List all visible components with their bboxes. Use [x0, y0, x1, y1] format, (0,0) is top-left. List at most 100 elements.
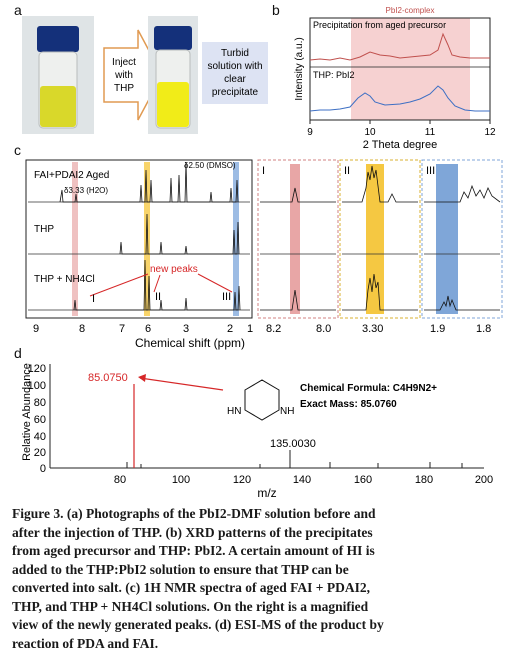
band-I — [72, 162, 78, 316]
trace-label-1: FAI+PDAI2 Aged — [34, 170, 109, 181]
nmr-xtick-8: 8 — [79, 323, 85, 335]
result-text-1: Turbid — [221, 48, 249, 59]
band-II — [144, 162, 150, 316]
ms-ytick-60: 60 — [34, 414, 46, 426]
top-trace-label: Precipitation from aged precursor — [313, 20, 446, 30]
ms-ytick-120: 120 — [28, 363, 46, 375]
nmr-xtick-2: 2 — [227, 323, 233, 335]
ms-ytick-80: 80 — [34, 397, 46, 409]
result-text-4: precipitate — [212, 87, 259, 98]
roman-I: I — [92, 293, 95, 305]
mass-label: Exact Mass: 85.0760 — [300, 399, 397, 410]
panel-a-graphic: Inject with THP Turbid solution with cle… — [22, 16, 268, 134]
zoom-trace-II-1 — [342, 165, 418, 203]
zoom-roman-II: II — [344, 165, 350, 177]
zoom-trace-III-3 — [424, 295, 500, 311]
ms-peak-second-label: 135.0030 — [270, 438, 316, 450]
new-peaks-label: new peaks — [150, 264, 198, 275]
ms-ytick-0: 0 — [40, 463, 46, 475]
ms-ytick-40: 40 — [34, 431, 46, 443]
ms-label-arrow — [139, 377, 224, 391]
ann-h2o: δ3.33 (H2O) — [64, 186, 108, 195]
xtick-label-9: 9 — [307, 127, 313, 138]
band-III — [233, 162, 239, 316]
zoom-roman-III: III — [426, 165, 435, 177]
new-peaks-arrow-2 — [153, 274, 161, 293]
pbi2-complex-region — [351, 18, 470, 120]
top-trace — [309, 32, 490, 61]
vial-cap-after — [154, 26, 192, 50]
caption-line-4: added to the THP:PbI2 solution to ensure… — [12, 561, 349, 577]
nmr-xtick-9: 9 — [33, 323, 39, 335]
arrow-text-2: with — [114, 70, 133, 81]
panel-a-label: a — [14, 2, 22, 18]
zoom-tick-III-2: 1.8 — [476, 323, 491, 335]
zoom-tick-II: 3.30 — [362, 323, 383, 335]
molecule-structure — [244, 379, 280, 421]
xrd-xlabel: 2 Theta degree — [363, 139, 437, 150]
trace-3 — [73, 259, 241, 311]
trace-label-3: THP + NH4Cl — [34, 274, 95, 285]
ms-xlabel: m/z — [257, 486, 276, 500]
trace-label-2: THP — [34, 224, 54, 235]
zoom-trace-II-3 — [342, 273, 418, 311]
caption-line-6: THP, and THP + NH4Cl solutions. On the r… — [12, 598, 369, 614]
caption-line-3: from aged precursor and THP: PbI2. A cer… — [12, 543, 375, 558]
molecule-nh-plus: NH — [280, 406, 294, 417]
xtick-label-10: 10 — [364, 127, 376, 138]
new-peaks-arrow-1 — [89, 273, 149, 297]
region-label: PbI2-complex — [386, 6, 435, 15]
caption-line-2: after the injection of THP. (b) XRD patt… — [12, 524, 373, 540]
bottom-trace — [309, 85, 490, 112]
vial-liquid-before — [40, 86, 76, 127]
ms-peak-main-label: 85.0750 — [88, 372, 128, 384]
panel-b-label: b — [272, 2, 280, 18]
zoom-trace-I-1 — [260, 187, 336, 203]
ms-xtick-100: 100 — [172, 474, 190, 486]
xrd-frame — [309, 17, 491, 121]
ms-chart: Relative Abundance 0 20 40 60 80 100 120… — [21, 363, 493, 500]
result-text-3: clear — [224, 74, 246, 85]
zoom-roman-I: I — [262, 165, 265, 177]
ms-ytick-20: 20 — [34, 447, 46, 459]
panel-d-label: d — [14, 345, 22, 361]
zoom-band-III — [436, 164, 458, 314]
result-box — [202, 42, 268, 104]
zoom-band-II — [366, 164, 384, 314]
roman-III: III — [222, 291, 231, 303]
xrd-chart: PbI2-complex Precipitation from aged pre… — [294, 6, 496, 150]
caption-line-5: converted into salt. (c) 1H NMR spectra … — [12, 580, 371, 595]
vial-cap-before — [37, 26, 79, 52]
ms-xtick-120: 120 — [233, 474, 251, 486]
ms-xtick-180: 180 — [415, 474, 433, 486]
nmr-xlabel: Chemical shift (ppm) — [135, 336, 245, 350]
trace-2 — [119, 213, 240, 255]
nmr-xtick-1: 1 — [247, 323, 253, 335]
new-peaks-arrow-3 — [197, 273, 233, 293]
nmr-xtick-7: 7 — [119, 323, 125, 335]
molecule-nh: HN — [227, 406, 241, 417]
trace-1 — [59, 161, 239, 203]
nmr-xtick-3: 3 — [183, 323, 189, 335]
zoom-trace-III-1 — [424, 184, 501, 203]
nmr-xtick-6: 6 — [145, 323, 151, 335]
zoom-box-III — [421, 159, 503, 319]
ms-ytick-100: 100 — [28, 380, 46, 392]
roman-II: II — [155, 291, 161, 303]
ms-xtick-160: 160 — [354, 474, 372, 486]
ms-arrow-head — [138, 374, 146, 382]
nmr-main-frame — [25, 159, 253, 319]
zoom-trace-I-3 — [260, 289, 336, 311]
ms-xtick-140: 140 — [293, 474, 311, 486]
ann-dmso: δ2.50 (DMSO) — [184, 161, 236, 170]
zoom-band-I — [290, 164, 300, 314]
zoom-tick-I-2: 8.0 — [316, 323, 331, 335]
zoom-box-II — [339, 159, 421, 319]
result-text-2: solution with — [207, 61, 262, 72]
zoom-tick-I-1: 8.2 — [266, 323, 281, 335]
caption-line-8: reaction of PDA and FAI. — [12, 635, 159, 651]
zoom-box-I — [257, 159, 339, 319]
figure-caption: Figure 3. (a) Photographs of the PbI2-DM… — [12, 505, 500, 653]
xrd-ylabel: Intensity (a.u.) — [294, 37, 305, 100]
arrow-text-3: THP — [114, 83, 134, 94]
